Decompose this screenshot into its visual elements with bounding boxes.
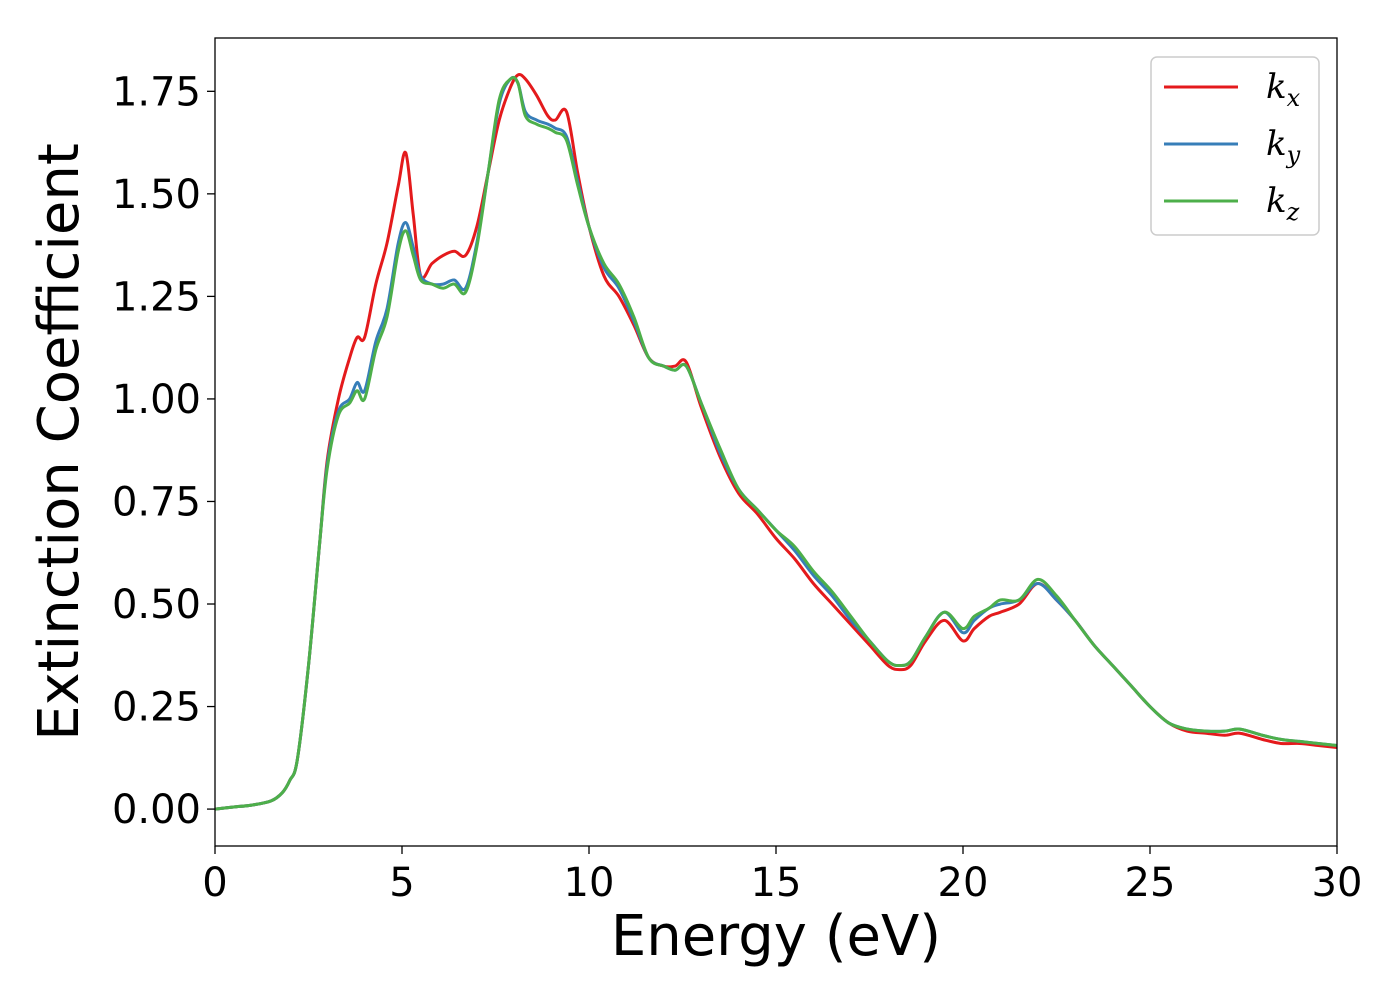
x-tick-label: 5 <box>389 860 414 906</box>
x-tick-label: 0 <box>202 860 227 906</box>
x-tick-label: 25 <box>1125 860 1176 906</box>
y-tick-label: 0.00 <box>112 787 201 833</box>
y-tick-label: 1.25 <box>112 274 201 320</box>
y-tick-label: 0.25 <box>112 685 201 731</box>
y-tick-label: 1.75 <box>112 69 201 115</box>
series-layer <box>215 73 1337 811</box>
x-axis-title: Energy (eV) <box>611 904 941 969</box>
legend-label-kz: kz <box>1266 181 1300 226</box>
x-tick-label: 10 <box>564 860 615 906</box>
y-axis: 0.00 0.25 0.50 0.75 1.00 1.25 1.50 1.75 <box>112 69 215 833</box>
x-tick-label: 20 <box>938 860 989 906</box>
legend-box <box>1150 56 1320 236</box>
y-tick-label: 1.00 <box>112 377 201 423</box>
x-tick-label: 30 <box>1312 860 1363 906</box>
x-tick-label: 15 <box>751 860 802 906</box>
series-line-kz <box>215 76 1337 811</box>
y-tick-label: 0.75 <box>112 479 201 525</box>
y-axis-title: Extinction Coefficient <box>27 143 92 741</box>
legend-label-ky: ky <box>1266 124 1301 169</box>
y-tick-label: 0.50 <box>112 582 201 628</box>
x-axis: 0 5 10 15 20 25 30 <box>202 846 1362 906</box>
legend-label-kx: kx <box>1266 67 1301 112</box>
y-tick-label: 1.50 <box>112 172 201 218</box>
legend: kx ky kz <box>1150 56 1320 236</box>
